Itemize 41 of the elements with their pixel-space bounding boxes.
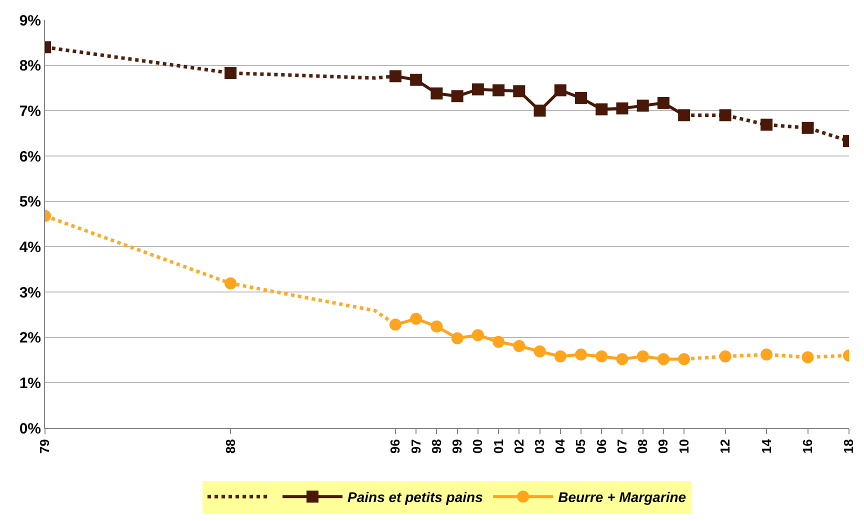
x-tick-label: 05 (573, 439, 588, 454)
x-tick-label: 04 (552, 438, 568, 454)
x-tick-label: 88 (222, 439, 238, 454)
x-tick-label: 98 (428, 439, 444, 454)
y-tick-label: 1% (19, 374, 41, 392)
y-tick-label: 9% (19, 12, 41, 30)
x-tick-label: 03 (532, 439, 547, 454)
x-tick-label: 02 (511, 439, 526, 454)
point (760, 348, 773, 361)
point (224, 277, 237, 290)
y-tick-label: 3% (19, 284, 41, 302)
x-tick-label: 14 (758, 438, 774, 454)
x-tick-label: 08 (635, 439, 650, 454)
y-tick-label: 4% (19, 238, 41, 256)
x-tick-label: 99 (450, 439, 465, 454)
y-tick-label: 2% (19, 330, 41, 347)
point (224, 67, 237, 80)
y-tick-label: 7% (19, 102, 41, 120)
x-tick-label: 06 (594, 439, 609, 454)
x-tick-label: 00 (470, 439, 486, 454)
point (802, 122, 814, 134)
x-tick-label: 07 (614, 439, 630, 454)
y-tick-label: 8% (19, 58, 41, 75)
y-tick-label: 5% (19, 194, 41, 211)
point (719, 109, 732, 122)
x-tick-label: 01 (490, 439, 506, 454)
x-tick-label: 96 (388, 439, 403, 454)
point (760, 118, 773, 131)
x-tick-label: 79 (37, 439, 52, 454)
x-tick-label: 12 (718, 439, 733, 454)
x-tick-label: 18 (841, 439, 856, 454)
y-tick-label: 0% (19, 420, 41, 438)
x-tick-label: 09 (656, 439, 671, 454)
x-tick-label: 16 (800, 439, 815, 454)
legend-label: Pains et petits pains (348, 489, 484, 506)
point (719, 350, 732, 362)
x-tick-label: 10 (676, 439, 692, 454)
legend-label: Beurre + Margarine (558, 489, 686, 506)
y-tick-label: 6% (19, 148, 41, 166)
x-tick-label: 97 (408, 439, 424, 454)
point (802, 351, 814, 364)
